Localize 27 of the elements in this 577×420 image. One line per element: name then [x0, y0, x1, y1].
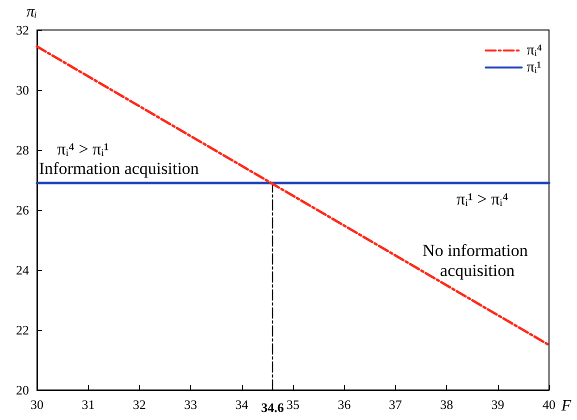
x-tick-label: 39 [491, 397, 504, 412]
y-tick-label: 22 [16, 322, 29, 338]
annotation: πᵢ⁴ > πᵢ¹ [57, 139, 109, 158]
y-tick-label: 28 [16, 142, 29, 158]
x-tick-label: 37 [388, 397, 402, 412]
x-tick-label: 33 [184, 397, 198, 412]
legend-label: πᵢ¹ [526, 60, 542, 76]
x-tick-label: 35 [286, 397, 300, 412]
y-axis-title: πᵢ [26, 4, 37, 20]
annotation: No information acquisition [422, 240, 532, 280]
x-tick-label: 32 [132, 397, 146, 412]
y-tick-label: 20 [16, 382, 29, 398]
x-tick-label: 40 [542, 397, 556, 412]
x-tick-label: 38 [440, 397, 454, 412]
legend-label: πᵢ⁴ [526, 42, 542, 58]
x-tick-label: 31 [82, 397, 95, 412]
annotation: Information acquisition [38, 159, 200, 178]
y-tick-label: 32 [16, 22, 29, 38]
y-tick-label: 26 [16, 202, 30, 218]
y-tick-label: 30 [16, 82, 29, 98]
x-tick-label: 36 [338, 397, 352, 412]
y-tick-label: 24 [16, 262, 30, 278]
x-tick-label: 34 [235, 397, 249, 412]
x-tick-label: 34.6 [261, 400, 284, 415]
annotation: πᵢ¹ > πᵢ⁴ [456, 190, 508, 209]
x-tick-label: 30 [30, 397, 44, 412]
x-axis-title: F [560, 398, 572, 414]
